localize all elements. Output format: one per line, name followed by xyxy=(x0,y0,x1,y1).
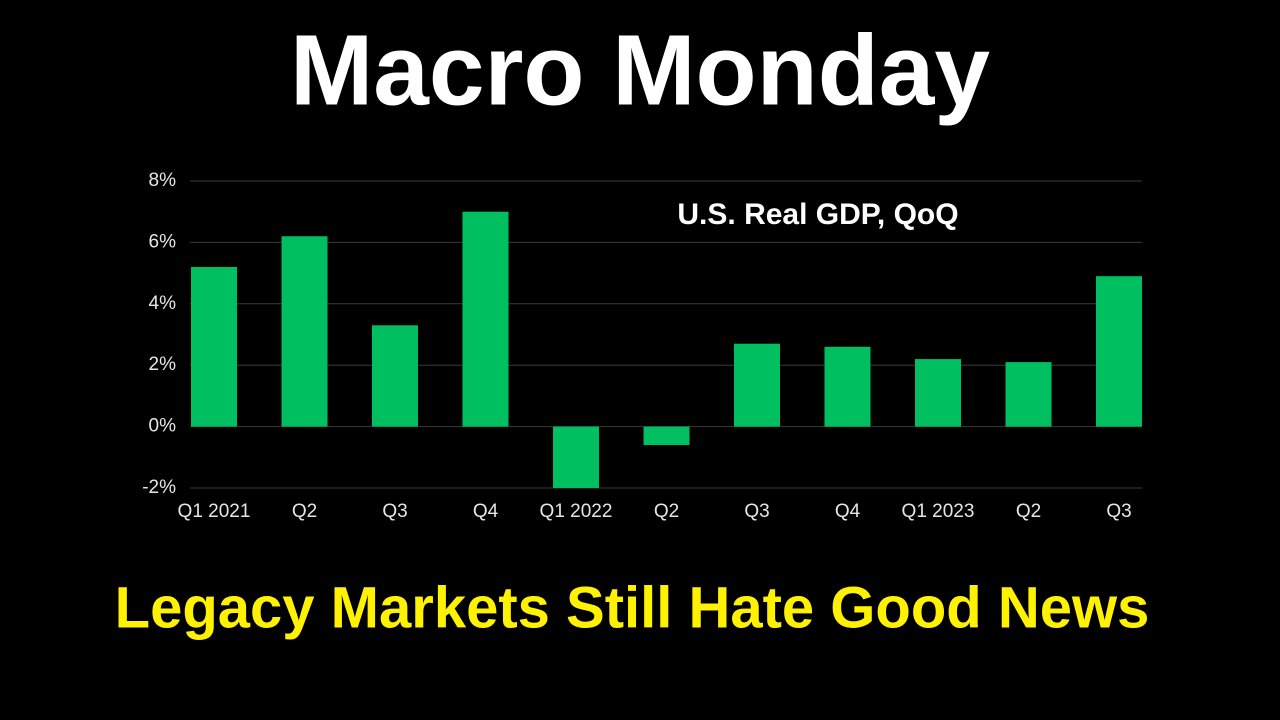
bar xyxy=(915,359,961,427)
bar xyxy=(1096,276,1142,427)
x-tick-label: Q4 xyxy=(473,501,499,522)
x-tick-label: Q1 2023 xyxy=(902,501,975,522)
bar xyxy=(734,343,780,427)
x-tick-label: Q3 xyxy=(744,501,769,522)
y-tick-label: 6% xyxy=(149,231,177,252)
bar xyxy=(643,426,690,446)
bar xyxy=(462,211,509,427)
bar xyxy=(824,346,871,427)
y-tick-label: 8% xyxy=(149,170,177,191)
y-tick-label: 4% xyxy=(149,293,177,314)
x-tick-label: Q3 xyxy=(1106,501,1131,522)
bar xyxy=(281,236,328,427)
y-tick-label: 2% xyxy=(149,354,177,375)
x-tick-label: Q1 2022 xyxy=(540,501,613,522)
chart-title: U.S. Real GDP, QoQ xyxy=(677,198,958,231)
bar xyxy=(1005,362,1052,427)
headline: Macro Monday xyxy=(290,14,990,126)
bar xyxy=(372,325,418,427)
caption: Legacy Markets Still Hate Good News xyxy=(115,575,1150,640)
y-tick-label: -2% xyxy=(142,477,176,498)
bar xyxy=(191,266,237,427)
x-tick-label: Q1 2021 xyxy=(178,501,251,522)
bar xyxy=(553,426,599,488)
x-tick-label: Q3 xyxy=(382,501,407,522)
y-tick-label: 0% xyxy=(149,416,177,437)
x-tick-label: Q2 xyxy=(292,501,317,522)
x-tick-label: Q2 xyxy=(654,501,679,522)
x-tick-label: Q2 xyxy=(1016,501,1041,522)
x-tick-label: Q4 xyxy=(835,501,861,522)
